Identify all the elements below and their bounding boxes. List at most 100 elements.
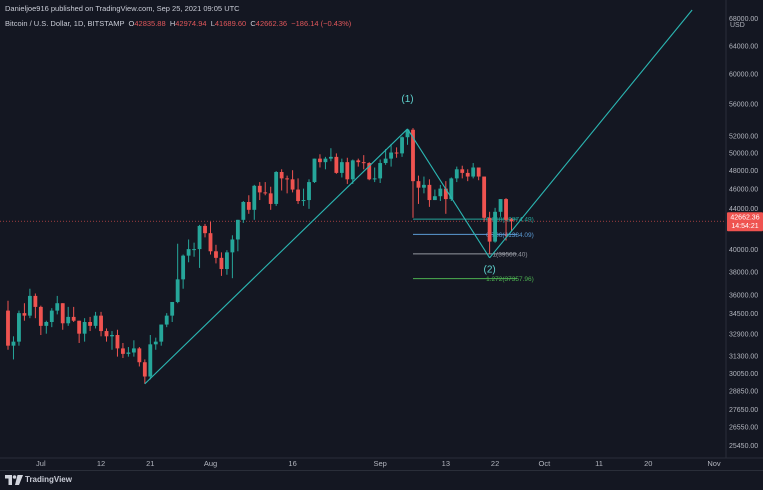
candle-body[interactable] <box>372 178 377 180</box>
candle-body[interactable] <box>235 219 240 240</box>
candle-body[interactable] <box>460 169 465 173</box>
candle-body[interactable] <box>252 185 257 210</box>
candle-body[interactable] <box>159 324 164 342</box>
candle-body[interactable] <box>454 169 459 179</box>
candle-body[interactable] <box>77 320 82 334</box>
candle-body[interactable] <box>449 178 454 200</box>
candle-body[interactable] <box>361 162 366 164</box>
candle-body[interactable] <box>274 172 279 204</box>
candle-body[interactable] <box>99 315 103 332</box>
candle-body[interactable] <box>416 181 421 188</box>
candle-body[interactable] <box>93 315 98 326</box>
candle-body[interactable] <box>438 188 443 197</box>
candle-body[interactable] <box>208 233 213 252</box>
candle-body[interactable] <box>504 199 508 220</box>
candle-body[interactable] <box>49 310 54 322</box>
candle-body[interactable] <box>164 315 169 325</box>
candle-body[interactable] <box>345 162 350 180</box>
candle-body[interactable] <box>471 167 476 177</box>
candle-body[interactable] <box>148 344 153 377</box>
candle-body[interactable] <box>44 321 49 326</box>
candle-body[interactable] <box>367 163 372 180</box>
candle-body[interactable] <box>153 341 158 345</box>
candle-body[interactable] <box>246 201 251 210</box>
candle-body[interactable] <box>334 156 339 173</box>
candle-body[interactable] <box>498 199 503 212</box>
candle-body[interactable] <box>493 211 498 242</box>
candle-body[interactable] <box>203 225 207 234</box>
candle-body[interactable] <box>487 217 492 242</box>
candle-body[interactable] <box>131 348 136 353</box>
candle-body[interactable] <box>27 295 32 316</box>
candle-body[interactable] <box>88 321 93 326</box>
candle-body[interactable] <box>263 192 268 194</box>
candle-body[interactable] <box>509 219 514 222</box>
candle-body[interactable] <box>115 334 120 349</box>
candle-body[interactable] <box>181 255 186 280</box>
candle-body[interactable] <box>55 303 60 311</box>
candle-body[interactable] <box>71 316 76 321</box>
candle-body[interactable] <box>38 306 43 326</box>
candle-body[interactable] <box>482 176 487 218</box>
candle-body[interactable] <box>6 310 10 346</box>
candle-body[interactable] <box>257 185 262 193</box>
candle-body[interactable] <box>268 193 273 204</box>
candle-body[interactable] <box>307 182 311 201</box>
trendline[interactable] <box>144 128 408 385</box>
candle-body[interactable] <box>82 321 87 334</box>
candle-body[interactable] <box>192 249 196 251</box>
candle-body[interactable] <box>422 184 426 188</box>
candle-body[interactable] <box>400 137 404 154</box>
candle-body[interactable] <box>214 251 218 258</box>
candle-body[interactable] <box>301 200 306 202</box>
candle-body[interactable] <box>411 129 415 182</box>
candle-body[interactable] <box>405 129 410 138</box>
candle-body[interactable] <box>110 334 114 337</box>
candle-body[interactable] <box>224 252 229 270</box>
candle-body[interactable] <box>170 301 175 316</box>
candle-body[interactable] <box>60 303 65 324</box>
candle-body[interactable] <box>230 239 235 253</box>
candle-body[interactable] <box>126 352 131 354</box>
candle-body[interactable] <box>350 160 355 180</box>
candle-body[interactable] <box>443 188 448 200</box>
candle-body[interactable] <box>290 179 295 190</box>
candle-body[interactable] <box>137 348 142 363</box>
candle-body[interactable] <box>394 152 399 154</box>
candle-body[interactable] <box>22 313 27 316</box>
candle-body[interactable] <box>121 348 125 354</box>
candle-body[interactable] <box>285 178 290 180</box>
candle-body[interactable] <box>389 152 394 159</box>
candle-body[interactable] <box>197 225 202 250</box>
candle-body[interactable] <box>318 158 322 163</box>
candle-body[interactable] <box>476 167 481 177</box>
candle-body[interactable] <box>383 158 388 164</box>
candle-body[interactable] <box>356 160 361 163</box>
candle-body[interactable] <box>378 163 383 179</box>
candle-body[interactable] <box>328 156 333 159</box>
candle-body[interactable] <box>175 279 180 302</box>
bar-countdown: 14:54:21 <box>731 223 758 230</box>
candle-body[interactable] <box>241 201 246 220</box>
candle-body[interactable] <box>465 172 470 177</box>
wave-label: (2) <box>483 264 495 275</box>
candle-body[interactable] <box>312 158 317 183</box>
trendline[interactable] <box>489 9 693 259</box>
candle-body[interactable] <box>323 158 328 163</box>
candle-body[interactable] <box>142 362 147 377</box>
candle-body[interactable] <box>186 249 191 256</box>
candle-body[interactable] <box>33 295 38 307</box>
fib-level-label: 0.786(41384.09) <box>486 232 534 239</box>
candle-body[interactable] <box>279 172 284 179</box>
candle-body[interactable] <box>66 316 71 324</box>
candle-body[interactable] <box>104 331 109 337</box>
candle-body[interactable] <box>432 196 437 201</box>
candle-body[interactable] <box>11 341 16 346</box>
candle-body[interactable] <box>427 184 432 201</box>
candle-body[interactable] <box>296 189 300 202</box>
candle-body[interactable] <box>219 257 224 270</box>
candle-body[interactable] <box>339 162 344 173</box>
trendline[interactable] <box>407 128 491 259</box>
candle-body[interactable] <box>17 313 21 342</box>
